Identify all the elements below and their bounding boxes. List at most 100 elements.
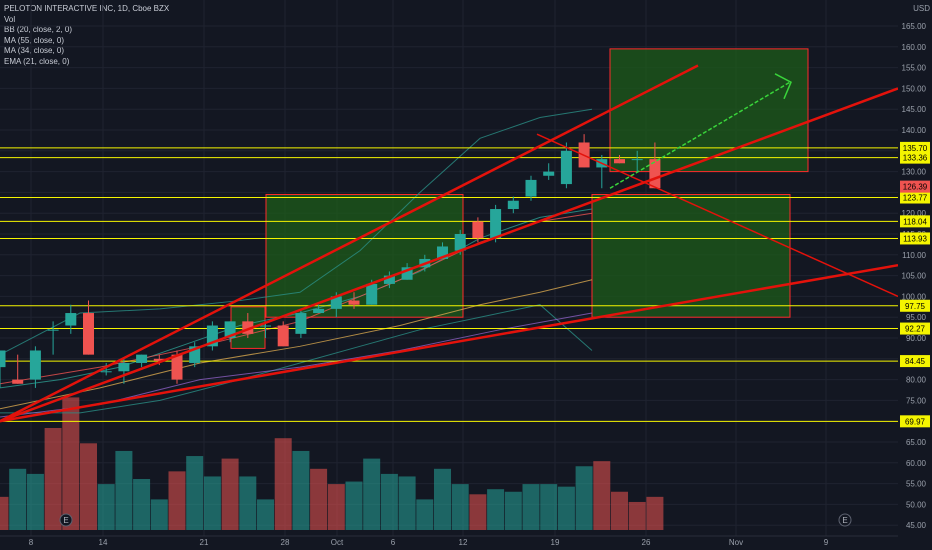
candle-body[interactable] — [12, 379, 24, 384]
candle-body[interactable] — [472, 221, 484, 239]
legend-ma55[interactable]: MA (55, close, 0) — [4, 35, 65, 45]
candle-body[interactable] — [189, 346, 201, 363]
price-tick-label: 150.00 — [902, 84, 927, 93]
candle-body[interactable] — [224, 321, 236, 338]
level-tag-label: 113.93 — [903, 234, 927, 243]
candle-body[interactable] — [631, 159, 643, 161]
candle-body[interactable] — [65, 313, 77, 326]
volume-bar — [575, 466, 593, 530]
current-price-tag[interactable] — [900, 180, 930, 193]
level-tag[interactable] — [900, 299, 930, 312]
level-tag[interactable] — [900, 191, 930, 204]
legend-symbol[interactable]: PELOTON INTERACTIVE INC, 1D, Cboe BZX — [4, 4, 170, 13]
volume-bar — [186, 456, 204, 530]
date-axis: 8 14 21 28 Oct 6 12 19 26 Nov 9 E E — [0, 513, 898, 547]
volume-bar — [628, 501, 646, 530]
volume-bar — [593, 461, 611, 530]
price-tick-label: 105.00 — [902, 272, 927, 281]
level-tag[interactable] — [900, 232, 930, 245]
earnings-marker-right[interactable] — [838, 513, 852, 527]
level-tag[interactable] — [900, 415, 930, 428]
volume-layer — [0, 397, 664, 530]
volume-bar — [327, 484, 345, 530]
candle-body[interactable] — [614, 159, 625, 164]
candle-body[interactable] — [330, 296, 342, 309]
candle-body[interactable] — [560, 150, 572, 185]
candle-body[interactable] — [383, 275, 395, 284]
volume-bar — [80, 443, 97, 530]
candle-body[interactable] — [153, 358, 165, 361]
trendline-lower[interactable] — [0, 263, 899, 423]
target-zone[interactable] — [265, 193, 464, 318]
candle-body[interactable] — [242, 321, 254, 334]
candle-body[interactable] — [366, 283, 378, 305]
candle-body[interactable] — [313, 308, 325, 314]
volume-bar — [557, 486, 575, 530]
volume-bar — [115, 450, 133, 530]
volume-bar — [522, 484, 540, 530]
candle-body[interactable] — [118, 362, 130, 372]
level-tag-label: 135.70 — [903, 144, 928, 153]
candle-body[interactable] — [401, 267, 413, 280]
candle-body[interactable] — [295, 313, 307, 334]
price-tick-label: 100.00 — [902, 292, 927, 301]
candle-body[interactable] — [29, 350, 41, 380]
date-tick-label: 28 — [281, 538, 290, 547]
price-tick-label: 80.00 — [906, 376, 927, 385]
trendline-descending[interactable] — [536, 133, 899, 298]
projection-arrow[interactable] — [609, 81, 791, 189]
volume-bar — [540, 484, 558, 530]
volume-bar — [380, 473, 398, 530]
volume-bar — [203, 476, 221, 530]
level-tag[interactable] — [900, 151, 930, 164]
candle-body[interactable] — [507, 200, 519, 210]
volume-bar — [434, 468, 451, 530]
candle-body[interactable] — [543, 171, 555, 176]
level-tag-label: 123.77 — [903, 194, 928, 203]
level-tag[interactable] — [900, 322, 930, 335]
target-zone[interactable] — [609, 48, 809, 173]
arrow-head-icon — [774, 73, 792, 100]
price-tick-label: 145.00 — [902, 105, 927, 114]
trendline-mid[interactable] — [0, 87, 899, 423]
candle-body[interactable] — [490, 209, 502, 239]
candle-body[interactable] — [0, 350, 6, 368]
volume-bar — [239, 476, 257, 530]
candle-body[interactable] — [348, 300, 360, 305]
candle-body[interactable] — [100, 371, 112, 373]
volume-bar — [398, 476, 416, 530]
volume-bar — [44, 428, 62, 530]
candle-body[interactable] — [277, 325, 289, 347]
trendline-upper[interactable] — [0, 64, 699, 423]
legend-ema21[interactable]: EMA (21, close, 0) — [4, 56, 70, 66]
price-tick-label: 50.00 — [906, 500, 927, 509]
target-zone[interactable] — [591, 193, 791, 318]
legend-ma34[interactable]: MA (34, close, 0) — [4, 46, 65, 55]
candle-body[interactable] — [83, 313, 94, 355]
bb-upper-line — [0, 108, 593, 356]
candle-body[interactable] — [260, 325, 271, 327]
earnings-marker-left[interactable] — [59, 513, 73, 527]
candle-body[interactable] — [206, 325, 218, 347]
candle-body[interactable] — [649, 159, 661, 189]
date-tick-label: 26 — [642, 538, 651, 547]
candle-body[interactable] — [171, 354, 183, 380]
candle-body[interactable] — [454, 234, 466, 251]
volume-bar — [62, 397, 80, 530]
candle-body[interactable] — [437, 246, 448, 259]
candle-body[interactable] — [136, 354, 148, 363]
level-tag[interactable] — [900, 215, 930, 228]
legend-volume[interactable]: Vol — [4, 14, 16, 24]
chart-legend: PELOTON INTERACTIVE INC, 1D, Cboe BZX Vo… — [4, 4, 169, 67]
level-tag[interactable] — [900, 141, 930, 154]
candle-body[interactable] — [525, 179, 537, 197]
legend-bollinger-bands[interactable]: BB (20, close, 2, 0) — [4, 25, 73, 34]
volume-bar — [416, 499, 434, 530]
price-tick-label: 60.00 — [906, 459, 927, 468]
level-tag[interactable] — [900, 355, 930, 368]
price-tick-label: 75.00 — [906, 396, 927, 405]
current-price-label: 126.39 — [903, 183, 928, 192]
candle-body[interactable] — [47, 329, 59, 331]
date-tick-label: 21 — [200, 538, 209, 547]
